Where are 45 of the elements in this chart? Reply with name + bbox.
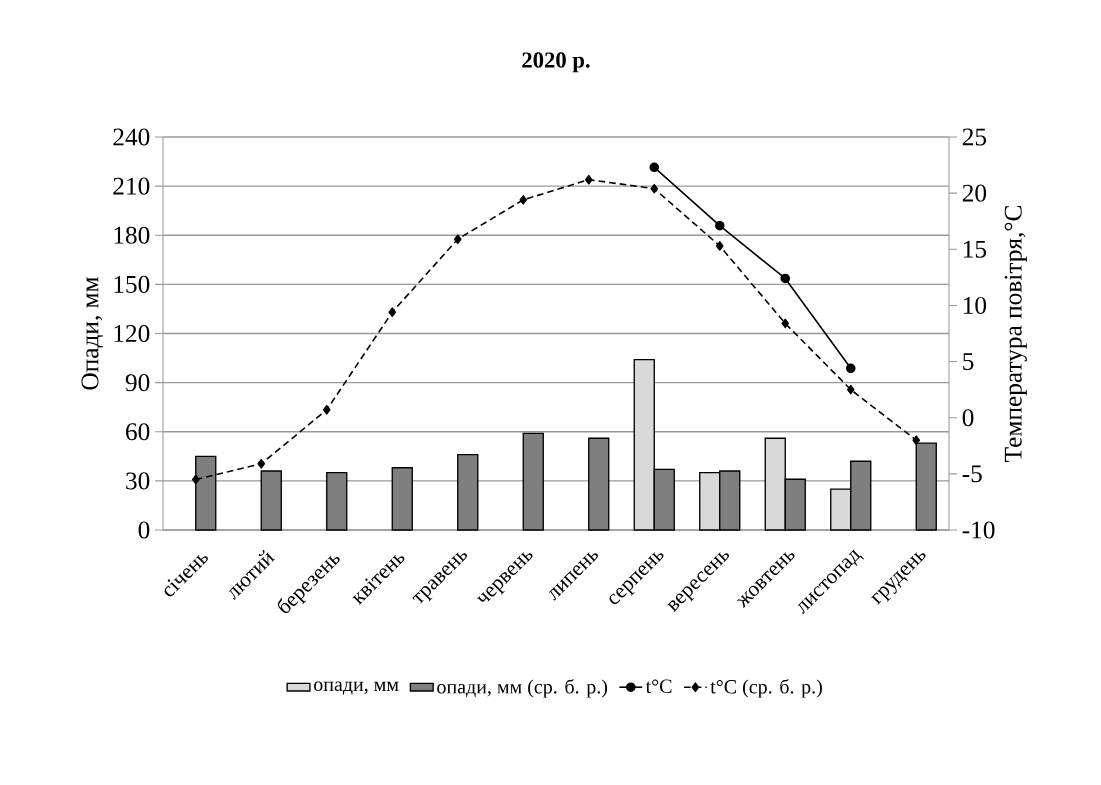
bar [588,437,610,531]
point [453,234,462,244]
legend-label: опади, мм (ср. б. р.) [437,679,608,698]
point [191,474,200,485]
point [257,458,266,469]
point [780,273,791,284]
y2-tick-label: 15 [963,240,987,258]
y-tick-label: 120 [114,324,150,343]
point [845,363,856,374]
point [649,162,660,173]
point [846,384,855,395]
point [322,405,331,415]
y2-tick-label: -5 [962,465,982,483]
y2-axis-title: Температура повітря,°С [1004,205,1027,462]
point [650,183,659,194]
point [781,318,790,329]
chart-title: 2020 р. [522,52,590,73]
point [715,241,724,251]
y-tick-label: 30 [126,472,150,490]
point [584,174,593,185]
y-tick-label: 60 [126,423,150,441]
y2-tick-label: 20 [962,184,987,202]
point [388,307,397,317]
bar [326,472,348,531]
y-tick-label: 150 [114,275,150,293]
y2-tick-label: 25 [962,128,987,146]
y2-tick-label: -10 [962,521,995,539]
y-axis-title: Опади, мм [81,276,104,390]
y-tick-label: 0 [138,521,150,539]
bar [522,432,544,531]
legend-label: t°C (ср. б. р.) [710,679,822,698]
y2-tick-label: 5 [963,353,974,370]
legend-label: опади, мм [314,681,399,695]
point [519,195,528,205]
y-tick-label: 240 [113,128,150,146]
y-tick-label: 180 [114,226,150,244]
bar [457,453,479,531]
point [912,435,921,445]
bar [391,467,413,531]
y-tick-label: 90 [125,374,150,392]
legend-label: t°C [645,679,672,694]
y2-tick-label: 0 [962,409,974,427]
y-tick-label: 210 [113,177,150,195]
y2-tick-label: 10 [963,296,987,314]
point [714,220,725,231]
